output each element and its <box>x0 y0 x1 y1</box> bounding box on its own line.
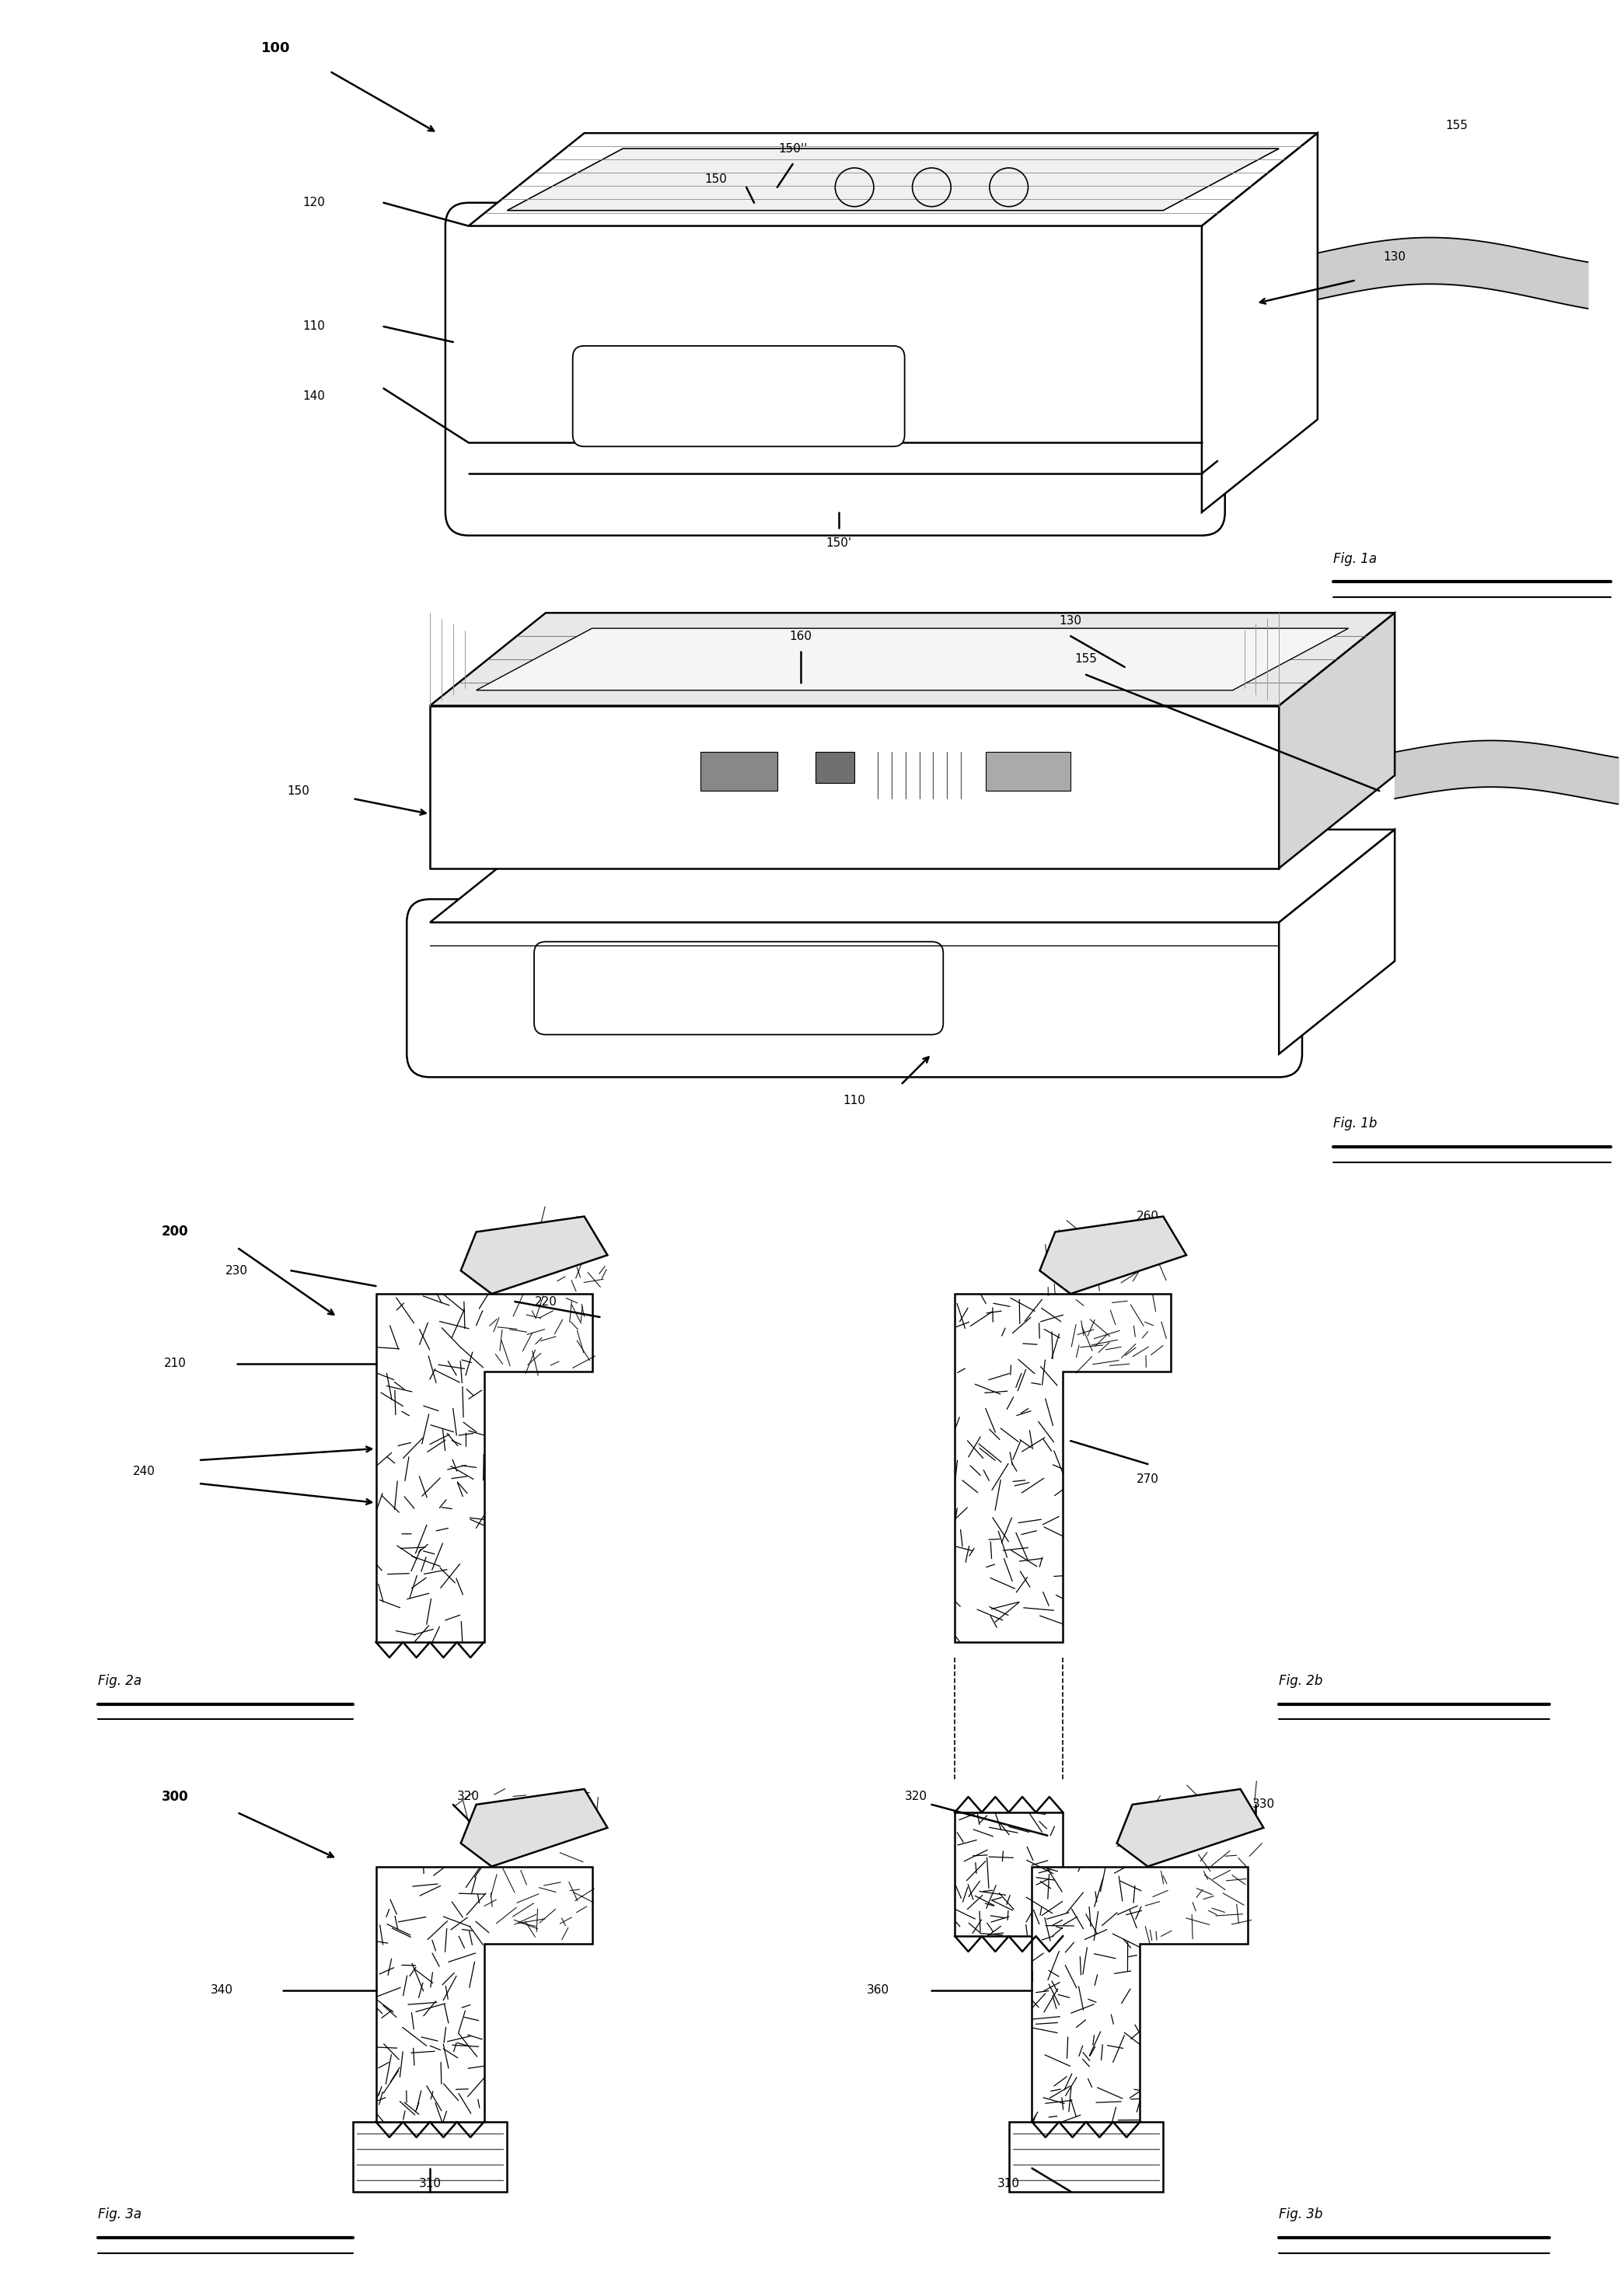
Text: 240: 240 <box>133 1465 156 1479</box>
Polygon shape <box>1117 1789 1263 1867</box>
Polygon shape <box>375 1294 593 1643</box>
FancyBboxPatch shape <box>406 899 1302 1077</box>
Polygon shape <box>1039 1216 1187 1294</box>
Polygon shape <box>430 614 1395 705</box>
Text: 340: 340 <box>209 1985 232 1997</box>
Polygon shape <box>986 753 1070 792</box>
Text: 150': 150' <box>827 536 853 550</box>
Text: Fig. 1a: Fig. 1a <box>1333 552 1377 566</box>
Polygon shape <box>955 1294 1171 1643</box>
Polygon shape <box>468 132 1317 226</box>
Text: 300: 300 <box>162 1789 188 1803</box>
Text: 150'': 150'' <box>778 144 807 155</box>
Polygon shape <box>352 2122 507 2191</box>
Text: 310: 310 <box>997 2177 1020 2188</box>
Text: 155: 155 <box>1075 653 1098 664</box>
Text: Fig. 3b: Fig. 3b <box>1280 2207 1324 2223</box>
Polygon shape <box>700 753 778 792</box>
Text: 360: 360 <box>866 1985 888 1997</box>
Polygon shape <box>1031 1867 1249 2122</box>
Polygon shape <box>1280 614 1395 867</box>
Polygon shape <box>430 831 1395 922</box>
Text: 100: 100 <box>261 41 291 55</box>
Polygon shape <box>461 1789 607 1867</box>
FancyBboxPatch shape <box>534 942 944 1034</box>
Text: 230: 230 <box>226 1264 248 1276</box>
FancyBboxPatch shape <box>573 347 905 447</box>
Text: 260: 260 <box>1137 1212 1160 1223</box>
Text: 140: 140 <box>304 390 325 402</box>
Text: Fig. 3a: Fig. 3a <box>97 2207 141 2223</box>
Text: 160: 160 <box>789 630 812 641</box>
Polygon shape <box>375 1867 593 2122</box>
Text: Fig. 2a: Fig. 2a <box>97 1673 141 1689</box>
Text: 210: 210 <box>164 1358 187 1369</box>
Text: 200: 200 <box>162 1225 188 1239</box>
Text: Fig. 2b: Fig. 2b <box>1280 1673 1324 1689</box>
Polygon shape <box>430 705 1280 867</box>
Text: 310: 310 <box>419 2177 442 2188</box>
Text: 150: 150 <box>705 173 728 185</box>
Text: 320: 320 <box>458 1791 479 1803</box>
Polygon shape <box>507 148 1280 210</box>
Text: 155: 155 <box>1445 119 1468 130</box>
Polygon shape <box>476 628 1348 689</box>
Text: 120: 120 <box>304 196 325 208</box>
Polygon shape <box>461 1216 607 1294</box>
Text: 130: 130 <box>1384 251 1406 262</box>
FancyBboxPatch shape <box>445 203 1224 536</box>
Polygon shape <box>815 753 854 783</box>
Text: 130: 130 <box>1059 614 1082 628</box>
Text: 150: 150 <box>287 785 310 796</box>
Text: 220: 220 <box>534 1296 557 1308</box>
Polygon shape <box>1009 2122 1163 2191</box>
Polygon shape <box>955 1812 1062 1935</box>
Polygon shape <box>1202 132 1317 511</box>
Text: Fig. 1b: Fig. 1b <box>1333 1116 1377 1130</box>
Text: 110: 110 <box>304 322 325 333</box>
Text: 330: 330 <box>1252 1798 1275 1810</box>
Text: 330: 330 <box>565 1798 588 1810</box>
Text: 320: 320 <box>905 1791 927 1803</box>
Text: 270: 270 <box>1137 1474 1160 1486</box>
Polygon shape <box>1280 831 1395 1054</box>
Text: 110: 110 <box>843 1095 866 1107</box>
